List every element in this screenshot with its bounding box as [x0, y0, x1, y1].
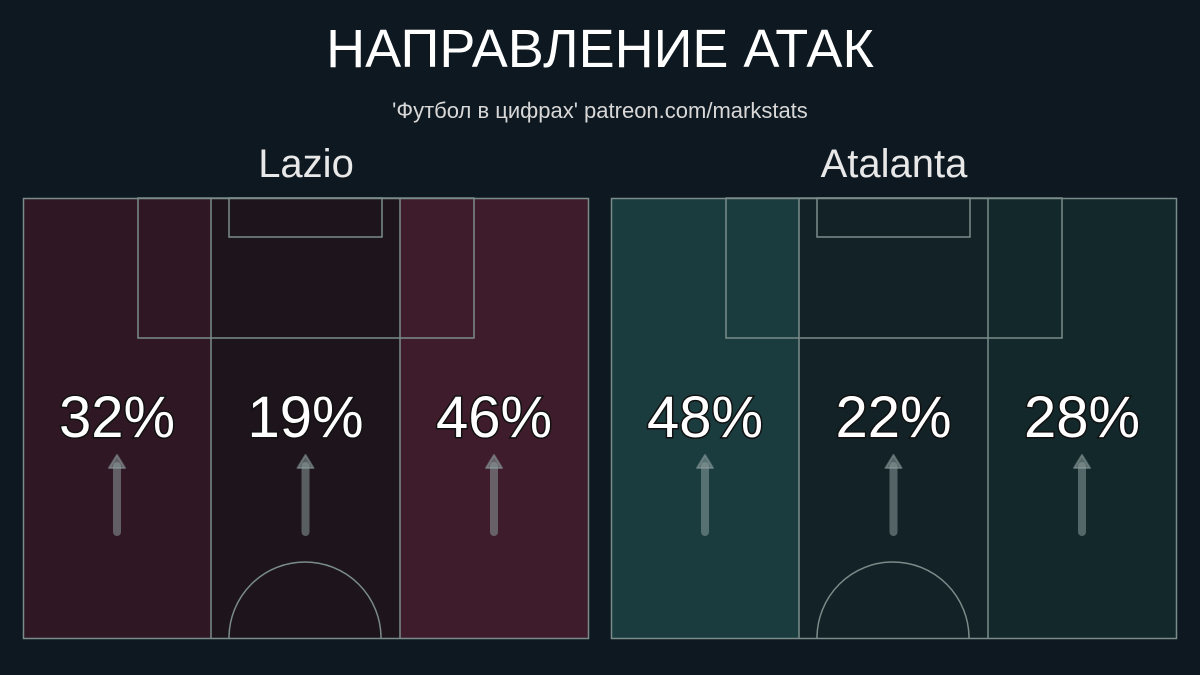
arrow-head-icon	[108, 454, 126, 469]
percentage-label-center: 19%	[247, 385, 363, 450]
zone-left	[23, 198, 211, 638]
six-yard-box	[228, 197, 383, 238]
arrow-head-icon	[296, 454, 315, 469]
center-circle	[228, 561, 382, 639]
percentage-label-left: 48%	[647, 385, 763, 450]
zone-right	[988, 198, 1176, 638]
percentage-label-right: 46%	[436, 385, 552, 450]
team-name-lazio: Lazio	[258, 142, 354, 186]
arrow-head-icon	[1073, 454, 1091, 469]
zone-center	[211, 198, 400, 638]
page-subtitle: 'Футбол в цифрах' patreon.com/markstats	[392, 98, 808, 123]
percentage-label-right: 28%	[1024, 385, 1140, 450]
arrow-head-icon	[485, 454, 503, 469]
arrow-head-icon	[696, 454, 714, 469]
zone-center	[799, 198, 988, 638]
page-title: НАПРАВЛЕНИЕ АТАК	[326, 19, 874, 79]
percentage-label-left: 32%	[59, 385, 175, 450]
arrow-head-icon	[884, 454, 903, 469]
zone-left	[611, 198, 799, 638]
six-yard-box	[816, 197, 971, 238]
center-circle	[816, 561, 970, 639]
percentage-label-center: 22%	[835, 385, 951, 450]
team-name-atalanta: Atalanta	[820, 142, 968, 186]
zone-right	[400, 198, 588, 638]
